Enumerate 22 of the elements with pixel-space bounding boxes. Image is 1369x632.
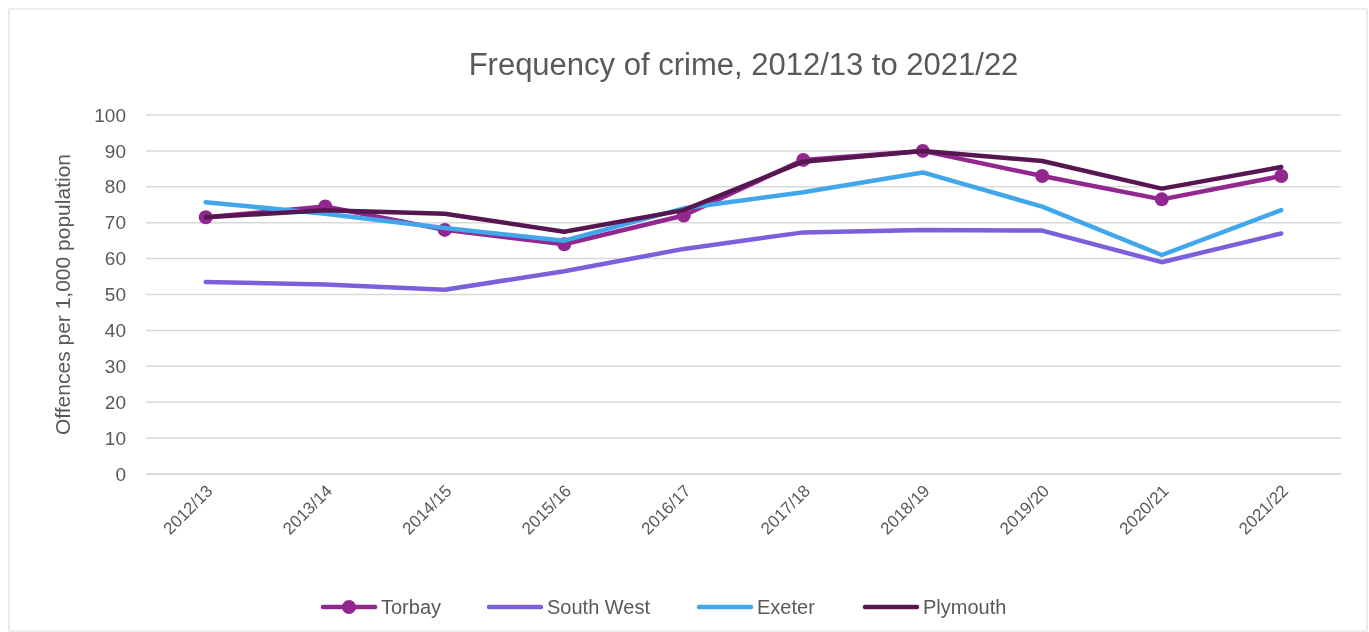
y-axis-title: Offences per 1,000 population [51, 154, 74, 435]
legend-label: Plymouth [923, 596, 1007, 618]
y-tick-label: 60 [104, 248, 126, 270]
y-tick-label: 20 [104, 391, 126, 413]
y-tick-label: 40 [104, 320, 126, 342]
line-series [203, 227, 1284, 293]
y-tick-label: 90 [104, 140, 126, 162]
y-tick-label: 50 [104, 284, 126, 306]
y-tick-label: 30 [104, 355, 126, 377]
y-tick-label: 80 [104, 176, 126, 198]
y-tick-label: 70 [104, 212, 126, 234]
chart-title: Frequency of crime, 2012/13 to 2021/22 [468, 47, 1019, 82]
legend-label: South West [547, 596, 651, 618]
line-series [203, 170, 1284, 258]
point [1154, 192, 1169, 207]
point [1035, 169, 1050, 184]
y-tick-label: 100 [94, 104, 126, 126]
point [1274, 169, 1289, 184]
y-tick-label: 0 [115, 463, 126, 485]
legend-label: Exeter [757, 596, 816, 618]
y-tick-label: 10 [104, 427, 126, 449]
legend-label: Torbay [381, 596, 442, 618]
